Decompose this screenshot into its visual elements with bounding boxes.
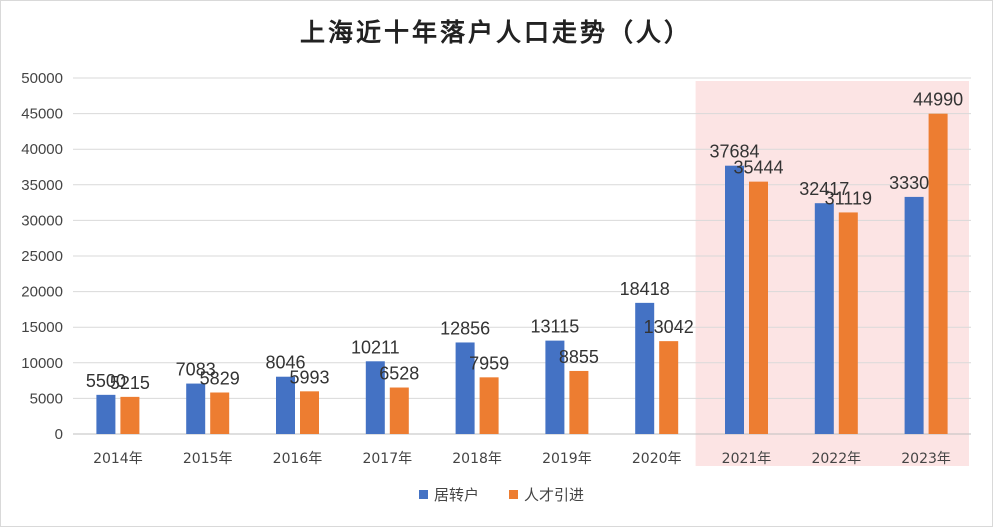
bar-series2 bbox=[389, 387, 409, 434]
y-tick-label: 15000 bbox=[21, 319, 63, 336]
x-tick-label: 2016年 bbox=[273, 451, 323, 467]
bar-series2 bbox=[659, 341, 679, 434]
y-tick-label: 0 bbox=[55, 426, 63, 443]
y-tick-label: 10000 bbox=[21, 355, 63, 372]
bar-series1 bbox=[455, 342, 475, 434]
data-label: 33300 bbox=[889, 173, 939, 193]
data-label: 5829 bbox=[200, 368, 240, 388]
data-label: 7083 bbox=[176, 360, 216, 380]
data-label: 31119 bbox=[825, 188, 872, 208]
bar-series2 bbox=[928, 113, 948, 434]
legend-swatch bbox=[509, 490, 518, 499]
x-tick-label: 2018年 bbox=[452, 451, 502, 467]
bar-series1 bbox=[96, 394, 116, 434]
data-label: 5500 bbox=[86, 371, 126, 391]
x-tick-label: 2017年 bbox=[362, 451, 412, 467]
x-tick-label: 2023年 bbox=[901, 451, 951, 467]
bar-series2 bbox=[210, 392, 230, 434]
y-tick-label: 30000 bbox=[21, 212, 63, 229]
data-label: 35444 bbox=[733, 158, 783, 178]
bar-series1 bbox=[545, 340, 565, 434]
data-label: 13115 bbox=[531, 317, 580, 337]
data-label: 8046 bbox=[265, 353, 305, 373]
y-tick-label: 35000 bbox=[21, 177, 63, 194]
y-tick-label: 25000 bbox=[21, 248, 63, 265]
data-label: 8855 bbox=[559, 347, 599, 367]
data-label: 7959 bbox=[469, 353, 509, 373]
bar-series1 bbox=[904, 196, 924, 434]
bar-series2 bbox=[479, 377, 499, 434]
bar-series2 bbox=[838, 212, 858, 434]
bar-series2 bbox=[300, 391, 319, 434]
y-tick-label: 45000 bbox=[21, 106, 63, 123]
x-tick-label: 2015年 bbox=[183, 451, 233, 467]
bar-series1 bbox=[276, 376, 295, 434]
bar-series1 bbox=[186, 383, 206, 434]
data-label: 37684 bbox=[709, 142, 759, 162]
bar-series2 bbox=[749, 181, 768, 434]
y-tick-label: 20000 bbox=[21, 284, 63, 301]
data-label: 5215 bbox=[110, 373, 150, 393]
x-tick-label: 2019年 bbox=[542, 451, 592, 467]
data-label: 10211 bbox=[351, 337, 400, 357]
data-label: 13042 bbox=[644, 317, 694, 337]
y-tick-label: 5000 bbox=[30, 390, 63, 407]
data-label: 18418 bbox=[620, 279, 670, 299]
data-label: 44990 bbox=[913, 90, 963, 110]
data-label: 5993 bbox=[289, 367, 329, 387]
bar-series1 bbox=[365, 361, 385, 434]
data-label: 6528 bbox=[379, 364, 419, 384]
legend-swatch bbox=[419, 490, 428, 499]
chart-title: 上海近十年落户人口走势（人） bbox=[300, 18, 692, 47]
bar-series2 bbox=[569, 370, 589, 434]
data-label: 12856 bbox=[440, 318, 490, 338]
x-tick-label: 2014年 bbox=[93, 451, 143, 467]
y-tick-label: 40000 bbox=[21, 141, 63, 158]
legend-label: 人才引进 bbox=[524, 486, 584, 504]
bar-series1 bbox=[725, 165, 744, 434]
x-tick-label: 2022年 bbox=[811, 451, 861, 467]
x-tick-label: 2021年 bbox=[722, 451, 772, 467]
bar-series1 bbox=[635, 302, 655, 434]
data-label: 32417 bbox=[799, 179, 849, 199]
legend-label: 居转户 bbox=[434, 486, 479, 504]
y-tick-label: 50000 bbox=[21, 70, 63, 87]
bar-series1 bbox=[814, 203, 834, 434]
x-tick-label: 2020年 bbox=[632, 451, 682, 467]
bar-series2 bbox=[120, 396, 140, 434]
